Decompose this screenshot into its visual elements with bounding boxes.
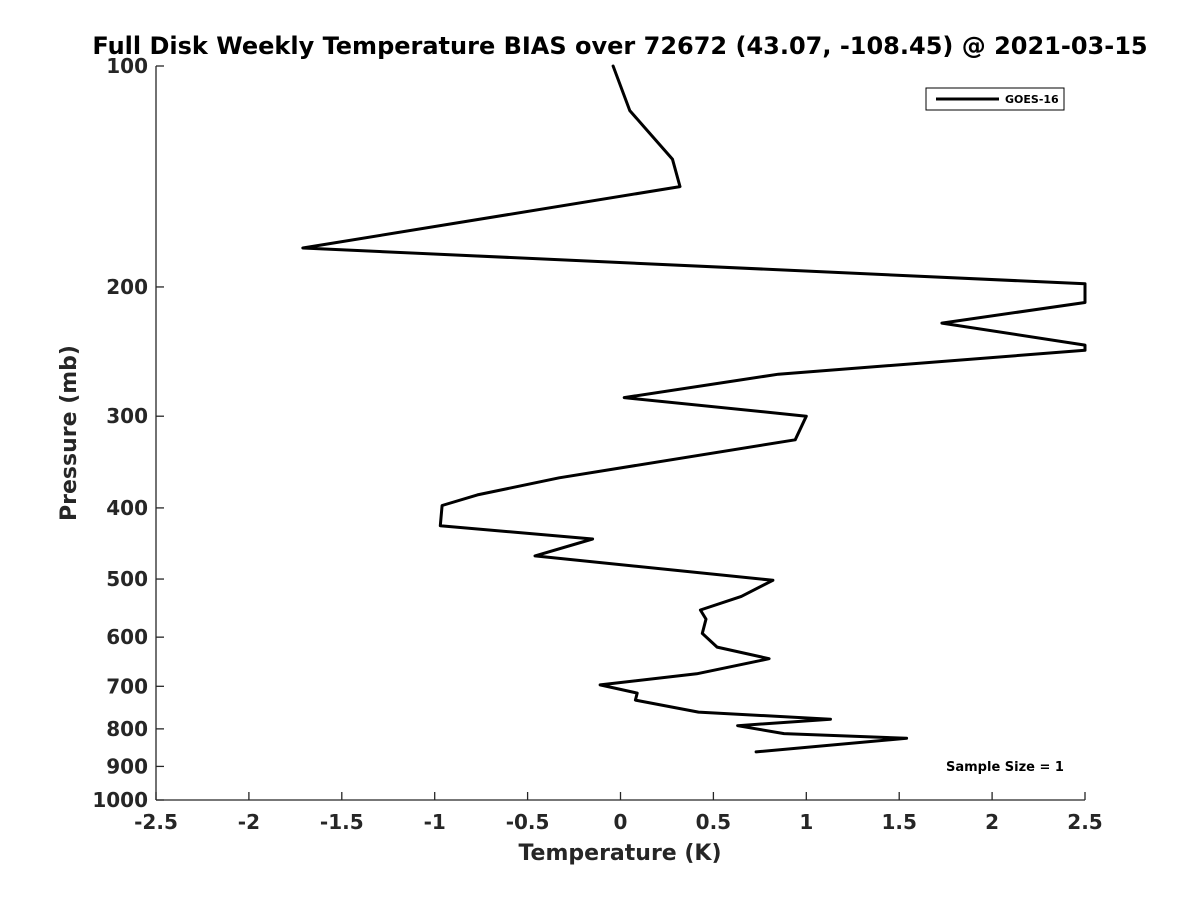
x-tick-label: 0 <box>614 810 628 834</box>
y-tick-label: 200 <box>106 275 148 299</box>
chart-title: Full Disk Weekly Temperature BIAS over 7… <box>92 32 1147 60</box>
sample-size-annotation: Sample Size = 1 <box>946 760 1064 775</box>
y-tick-label: 100 <box>106 54 148 78</box>
y-tick-label: 700 <box>106 674 148 698</box>
x-tick-label: 2.5 <box>1067 810 1102 834</box>
y-ticks: 100 200 300 400 500 600 700 800 900 1000 <box>92 54 164 812</box>
x-tick-label: -0.5 <box>506 810 550 834</box>
x-tick-label: 2 <box>985 810 999 834</box>
x-tick-label: 1.5 <box>881 810 916 834</box>
y-tick-label: 600 <box>106 625 148 649</box>
y-tick-label: 400 <box>106 496 148 520</box>
plot-area: -2.5 -2 -1.5 -1 -0.5 0 0.5 1 1.5 2 2.5 100 200 300 40… <box>92 54 1102 834</box>
series-layer <box>301 64 1087 754</box>
legend-label-goes-16: GOES-16 <box>1005 93 1059 106</box>
x-tick-label: -1 <box>424 810 446 834</box>
x-ticks: -2.5 -2 -1.5 -1 -0.5 0 0.5 1 1.5 2 2.5 <box>134 792 1103 834</box>
y-axis-label: Pressure (mb) <box>57 345 82 521</box>
y-tick-label: 900 <box>106 754 148 778</box>
legend: GOES-16 <box>925 87 1065 111</box>
x-tick-label: -1.5 <box>320 810 364 834</box>
x-tick-label: -2 <box>238 810 260 834</box>
y-tick-label: 800 <box>106 717 148 741</box>
x-tick-label: 0.5 <box>696 810 731 834</box>
series-line-goes-16 <box>301 64 1087 754</box>
y-tick-label: 1000 <box>92 788 148 812</box>
x-tick-label: 1 <box>799 810 813 834</box>
y-tick-label: 500 <box>106 567 148 591</box>
x-axis-label: Temperature (K) <box>518 841 721 866</box>
x-tick-label: -2.5 <box>134 810 178 834</box>
y-tick-label: 300 <box>106 404 148 428</box>
